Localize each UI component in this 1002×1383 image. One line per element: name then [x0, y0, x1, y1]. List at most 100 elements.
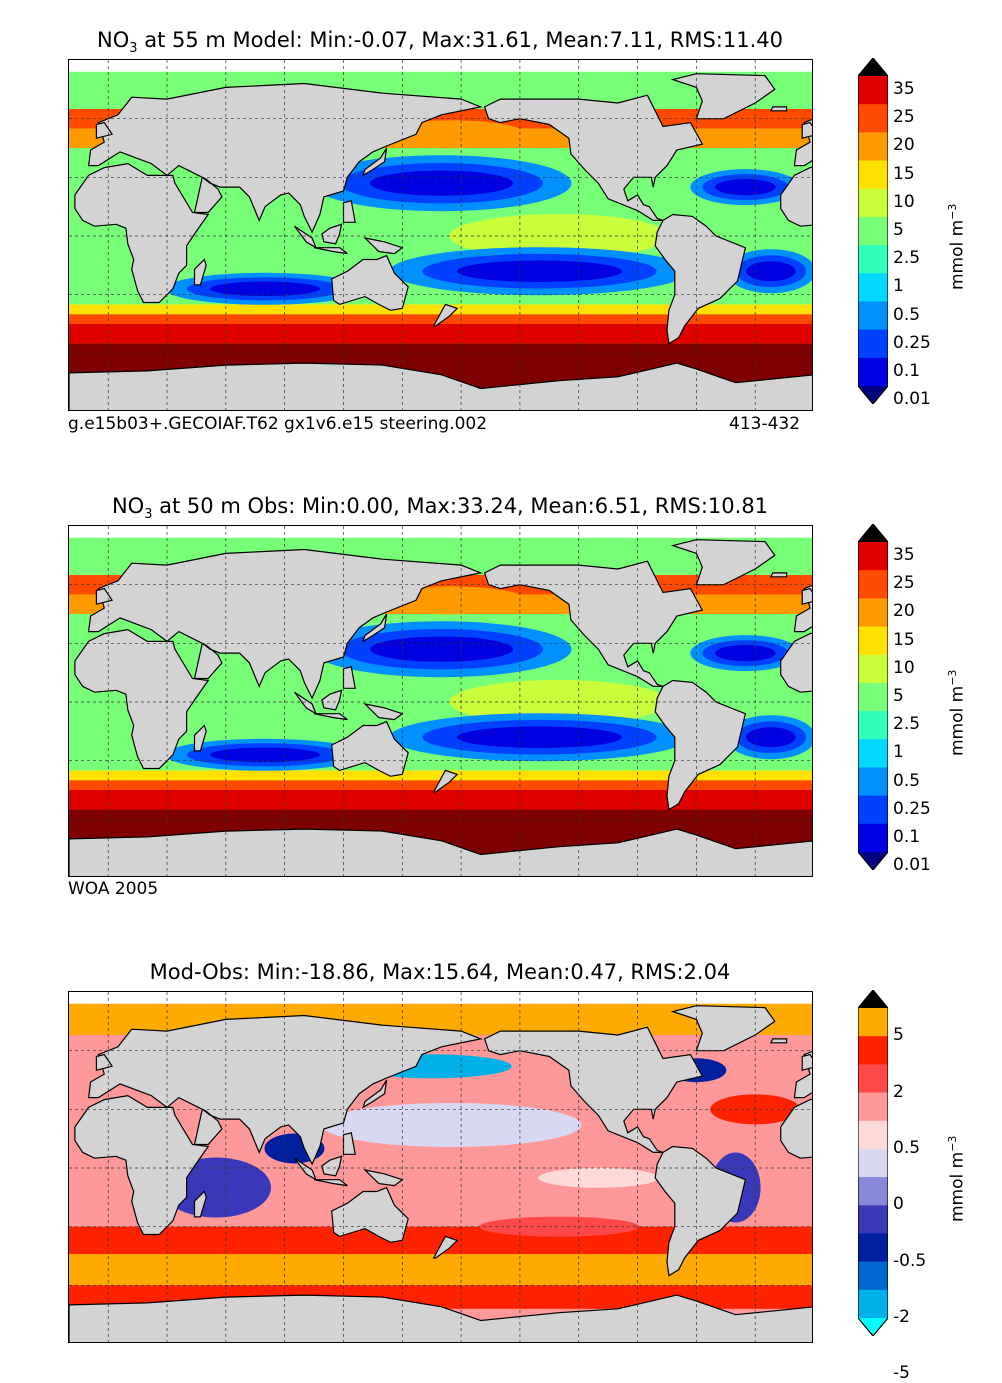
landmass-philippines	[342, 200, 356, 223]
landmass-samerica	[654, 213, 747, 345]
landmass-indonesia2	[313, 247, 348, 255]
colorbar-segment	[858, 598, 888, 628]
landmass-madagascar	[193, 258, 207, 286]
colorbar-unit: mmol m−3	[946, 1136, 968, 1222]
colorbar-tick-label: 0.25	[893, 798, 931, 819]
colorbar-tick-label: 5	[893, 220, 904, 240]
colorbar-segment	[858, 1177, 888, 1206]
colorbar-tick-label: 35	[893, 79, 915, 100]
landmass-japan	[362, 1079, 388, 1109]
landmass-greenland	[670, 539, 776, 586]
colorbar-tick-label: 1	[893, 742, 904, 763]
world-map	[68, 991, 813, 1343]
landmass-australia	[331, 720, 409, 777]
landmass-nz	[432, 1235, 459, 1259]
colorbar-segment	[858, 711, 888, 740]
landmass-nz	[432, 303, 459, 327]
landmass-indonesia2	[313, 713, 348, 721]
colorbar-segment	[858, 682, 888, 712]
footer-source: WOA 2005	[68, 879, 159, 899]
colorbar-tick-label: 0.1	[893, 360, 921, 381]
colorbar-tick-label: 0.5	[893, 1137, 921, 1158]
landmass-philippines	[342, 1132, 356, 1155]
colorbar-tick-label: 10	[893, 657, 915, 678]
colorbar-extend-min	[858, 1318, 888, 1336]
title-subscript: 3	[144, 507, 153, 523]
colorbar	[857, 989, 889, 1340]
colorbar-extend-max	[858, 990, 888, 1008]
landmass-samerica	[654, 1145, 747, 1277]
colorbar-segment	[858, 1289, 888, 1319]
colorbar-segment	[858, 739, 888, 769]
colorbar-tick-label: 20	[893, 601, 915, 622]
world-map	[68, 59, 813, 411]
colorbar-tick-label: 5	[893, 1025, 904, 1046]
landmass-japan	[362, 147, 388, 177]
colorbar-tick-label: 0.25	[893, 332, 931, 353]
colorbar-segment	[858, 301, 888, 331]
title-field: NO	[97, 28, 130, 52]
colorbar-segment	[858, 1148, 888, 1178]
colorbar-extend-min	[858, 852, 888, 870]
landmass-newguinea	[363, 703, 404, 721]
landmass-africa-wrap	[780, 1098, 812, 1159]
landmass-uk-wrap	[801, 587, 812, 605]
colorbar-tick-label: 0.01	[893, 389, 931, 410]
landmass-uk-wrap	[801, 1053, 812, 1071]
colorbar-tick-label: 15	[893, 163, 915, 184]
panel-model: NO3 at 55 m Model: Min:-0.07, Max:31.61,…	[0, 0, 1002, 460]
panel-title: NO3 at 55 m Model: Min:-0.07, Max:31.61,…	[0, 28, 880, 56]
colorbar-segment	[858, 795, 888, 825]
colorbar-segment	[858, 542, 888, 571]
landmass-iceland	[769, 106, 788, 112]
landmass-australia	[331, 254, 409, 311]
colorbar-segment	[858, 767, 888, 797]
panel-title: Mod-Obs: Min:-18.86, Max:15.64, Mean:0.4…	[0, 960, 880, 984]
colorbar-tick-label: 0.5	[893, 770, 921, 791]
colorbar-tick-label: 2	[893, 1081, 904, 1102]
landmass-borneo	[321, 223, 343, 245]
landmass-africa-wrap	[780, 632, 812, 693]
colorbar-tick-label: 10	[893, 191, 915, 212]
colorbar-tick-label: 35	[893, 545, 915, 566]
colorbar-segment	[858, 1205, 888, 1235]
colorbar-tick-label: 25	[893, 573, 915, 594]
unit-sup: −3	[946, 1135, 959, 1152]
landmass-greenland	[670, 73, 776, 120]
landmass-africa-wrap	[780, 166, 812, 227]
landmass-newguinea	[363, 1169, 404, 1187]
landmass-newguinea	[363, 237, 404, 255]
colorbar-tick-label: 0.1	[893, 826, 921, 847]
world-map	[68, 525, 813, 877]
colorbar-segment	[858, 1064, 888, 1094]
colorbar-segment	[858, 216, 888, 246]
colorbar-tick-label: 1	[893, 276, 904, 297]
landmass-borneo	[321, 689, 343, 711]
colorbar-segment	[858, 188, 888, 218]
unit-text: mmol m	[947, 1151, 968, 1222]
colorbar-tick-label: 15	[893, 629, 915, 650]
landmass-australia	[331, 1186, 409, 1243]
colorbar-tick-label: 2.5	[893, 248, 921, 269]
landmass-namerica	[483, 1026, 704, 1153]
colorbar-segment	[858, 273, 888, 303]
colorbar-segment	[858, 357, 888, 387]
landmass-philippines	[342, 666, 356, 689]
colorbar-segment	[858, 104, 888, 133]
colorbar-tick-label: 25	[893, 107, 915, 128]
colorbar-segment	[858, 1008, 888, 1037]
colorbar-tick-label: -2	[893, 1307, 910, 1327]
landmass-greenland	[670, 1005, 776, 1052]
landmass-nz	[432, 769, 459, 793]
colorbar-segment	[858, 1092, 888, 1122]
colorbar-segment	[858, 1036, 888, 1065]
colorbar-segment	[858, 654, 888, 684]
colorbar-tick-label: 20	[893, 135, 915, 156]
colorbar-extend-max	[858, 524, 888, 542]
title-field: NO	[111, 494, 145, 518]
landmass-madagascar	[193, 724, 207, 752]
landmass-indonesia2	[313, 1179, 348, 1187]
title-rest: at 55 m Model: Min:-0.07, Max:31.61, Mea…	[137, 28, 783, 52]
landmass-borneo	[321, 1155, 343, 1177]
